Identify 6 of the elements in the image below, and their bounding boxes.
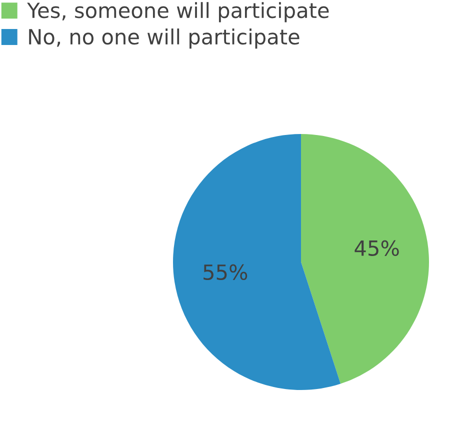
pie-slice <box>173 134 341 390</box>
legend-label: Yes, someone will participate <box>27 2 329 22</box>
legend-label: No, no one will participate <box>29 28 300 49</box>
pie-slice <box>301 134 429 384</box>
data-label: 45% <box>354 240 399 256</box>
data-label: 55% <box>204 264 248 280</box>
